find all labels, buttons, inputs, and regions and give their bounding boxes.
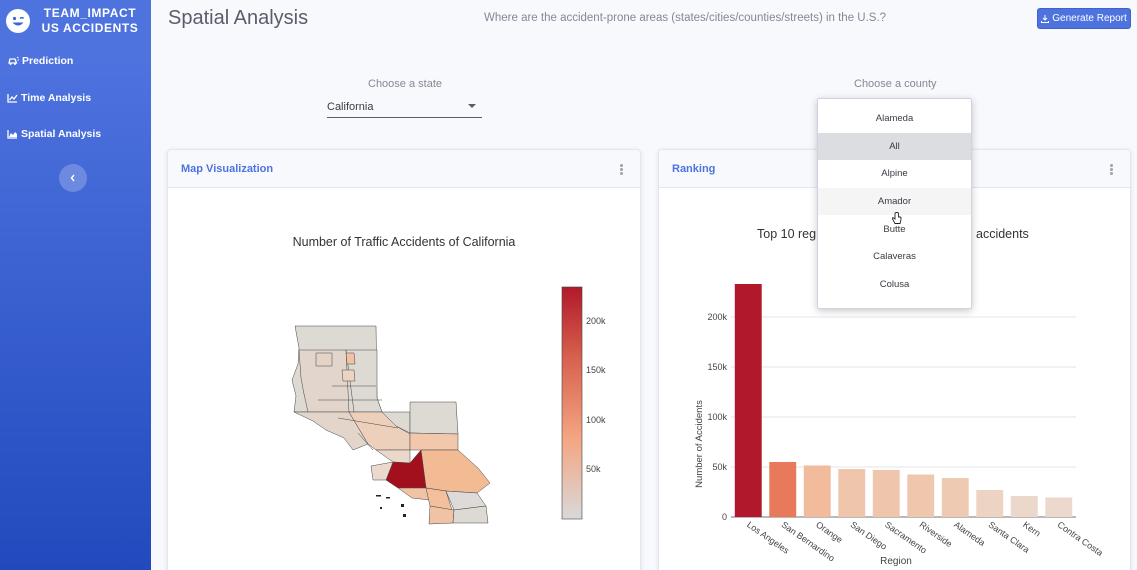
colorbar (561, 286, 583, 520)
map-card-title: Map Visualization (181, 162, 274, 175)
brand-line-1: TEAM_IMPACT (43, 6, 137, 20)
x-tick-label: Alameda (952, 519, 987, 548)
generate-report-button[interactable]: Generate Report (1037, 8, 1131, 29)
sidebar-item-time-analysis[interactable]: Time Analysis (7, 92, 91, 104)
x-tick-label: Kern (1021, 519, 1042, 538)
dropdown-option-all[interactable]: All (818, 132, 971, 161)
bar-contra-costa[interactable] (1045, 497, 1073, 518)
laugh-wink-icon (6, 9, 30, 33)
colorbar-tick-100k: 100k (586, 415, 606, 425)
ranking-chart-title-right: accidents (976, 227, 1029, 241)
dropdown-option-alpine[interactable]: Alpine (881, 168, 908, 180)
dropdown-option-amador[interactable]: Amador (818, 187, 971, 216)
sidebar-item-spatial-analysis[interactable]: Spatial Analysis (7, 128, 101, 140)
map-card: Map Visualization Number of Traffic Acci… (167, 149, 641, 570)
kebab-menu-icon[interactable] (620, 164, 623, 176)
sidebar-item-prediction[interactable]: Prediction (7, 55, 73, 67)
y-tick-label: 50k (712, 462, 727, 472)
kebab-menu-icon[interactable] (1110, 164, 1113, 176)
bar-orange[interactable] (803, 465, 831, 518)
county-select-label: Choose a county (854, 78, 937, 90)
y-tick-label: 200k (707, 312, 727, 322)
dropdown-option-colusa[interactable]: Colusa (879, 278, 910, 290)
colorbar-tick-150k: 150k (586, 365, 606, 375)
x-tick-label: Orange (814, 519, 844, 544)
dropdown-option-alameda[interactable]: Alameda (875, 113, 914, 125)
line-chart-icon (7, 94, 18, 103)
colorbar-tick-200k: 200k (586, 316, 606, 326)
hand-pointer-icon (891, 212, 902, 224)
x-tick-label: San Diego (849, 519, 889, 551)
y-tick-label: 150k (707, 362, 727, 372)
x-axis-label: Region (880, 556, 912, 567)
bar-sacramento[interactable] (872, 470, 900, 517)
colorbar-tick-50k: 50k (586, 464, 601, 474)
download-icon (1041, 14, 1050, 23)
y-axis-label: Number of Accidents (694, 400, 705, 488)
sidebar-item-label: Time Analysis (21, 92, 92, 104)
sidebar-item-label: Spatial Analysis (21, 128, 102, 140)
page-question: Where are the accident-prone areas (stat… (484, 12, 887, 24)
bar-santa-clara[interactable] (976, 490, 1004, 517)
county-dropdown[interactable]: Alameda All Alpine Amador Butte Calaveras Colu… (817, 98, 972, 309)
brand[interactable]: TEAM_IMPACT US ACCIDENTS (6, 4, 151, 38)
ranking-chart-title-left: Top 10 reg (757, 227, 816, 241)
state-select-label: Choose a state (368, 78, 442, 90)
bar-san-bernardino[interactable] (769, 462, 797, 517)
bar-los-angeles[interactable] (734, 284, 762, 517)
x-tick-label: Contra Costa (1056, 519, 1105, 558)
generate-report-label: Generate Report (1052, 13, 1127, 24)
y-tick-label: 100k (707, 412, 727, 422)
state-select-value: California (327, 101, 374, 113)
ranking-card-title: Ranking (672, 162, 716, 175)
car-crash-icon (8, 56, 19, 65)
sidebar: TEAM_IMPACT US ACCIDENTS Prediction Time… (0, 0, 151, 570)
page-title: Spatial Analysis (168, 7, 309, 29)
dropdown-option-calaveras[interactable]: Calaveras (873, 251, 916, 263)
chevron-left-icon (70, 174, 75, 182)
bar-kern[interactable] (1010, 496, 1038, 517)
brand-line-2: US ACCIDENTS (41, 21, 139, 35)
dropdown-option-butte[interactable]: Butte (883, 223, 906, 235)
bar-alameda[interactable] (941, 478, 969, 517)
california-county-map (291, 325, 491, 525)
bar-san-diego[interactable] (838, 469, 866, 517)
bar-riverside[interactable] (907, 474, 935, 518)
state-select[interactable]: California (327, 98, 482, 118)
map-card-header: Map Visualization (168, 150, 640, 188)
sidebar-item-label: Prediction (22, 55, 74, 67)
california-map-chart: Number of Traffic Accidents of Californi… (291, 235, 606, 525)
sidebar-toggle-button[interactable] (59, 164, 87, 192)
y-tick-label: 0 (722, 512, 727, 522)
map-chart-title: Number of Traffic Accidents of Californi… (293, 235, 516, 249)
caret-down-icon (468, 104, 476, 108)
channel-islands (376, 495, 406, 517)
area-chart-icon (7, 130, 17, 139)
